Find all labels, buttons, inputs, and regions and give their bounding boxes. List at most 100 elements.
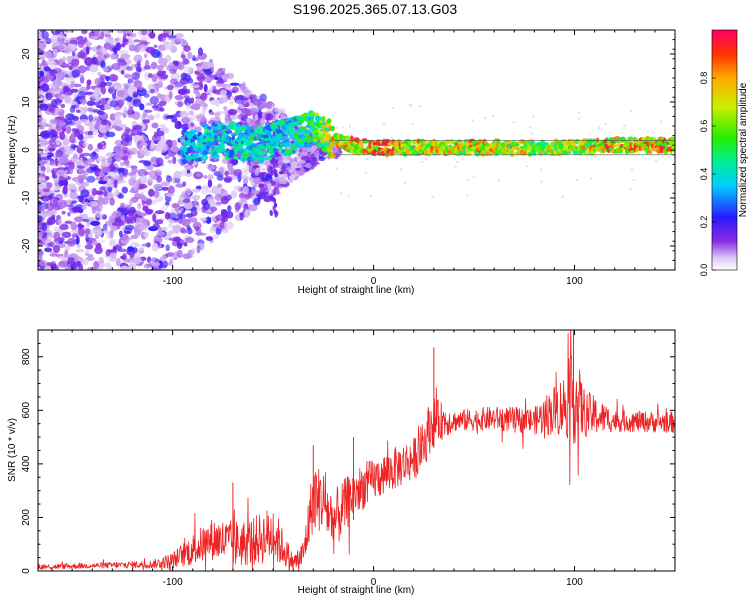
heatmap-cell xyxy=(122,237,133,241)
heatmap-cell xyxy=(107,249,117,253)
x-tick-label: 0 xyxy=(371,577,377,588)
heatmap-cell xyxy=(179,78,189,85)
heatmap-cell xyxy=(192,55,197,61)
heatmap-cell xyxy=(96,119,105,125)
heatmap-cell xyxy=(93,87,101,97)
heatmap-cell xyxy=(187,51,193,60)
heatmap-cell xyxy=(175,177,181,184)
y-tick-label: 0 xyxy=(21,147,32,153)
heatmap-cell xyxy=(255,167,266,171)
heatmap-cell xyxy=(41,31,49,40)
heatmap-cell xyxy=(89,152,99,160)
heatmap-cell xyxy=(310,162,320,165)
heatmap-cell xyxy=(133,136,139,144)
heatmap-cell xyxy=(176,249,183,259)
heatmap-cell xyxy=(123,30,132,35)
heatmap-cell xyxy=(167,185,175,195)
heatmap-cell xyxy=(58,58,64,66)
heatmap-cell xyxy=(105,127,113,131)
heatmap-cell xyxy=(249,128,256,134)
heatmap-cell xyxy=(132,91,139,98)
spectrogram-ylabel: Frequency (Hz) xyxy=(7,116,18,185)
heatmap-cell xyxy=(275,113,279,120)
heatmap-cell xyxy=(471,119,475,122)
heatmap-cell xyxy=(212,85,217,95)
heatmap-cell xyxy=(161,254,167,263)
heatmap-cell xyxy=(164,43,172,50)
heatmap-cell xyxy=(109,74,119,82)
heatmap-cell xyxy=(102,214,107,220)
heatmap-cell xyxy=(47,242,52,247)
heatmap-cell xyxy=(136,86,144,91)
heatmap-cell xyxy=(52,244,61,253)
heatmap-cell xyxy=(77,90,87,100)
heatmap-cell xyxy=(53,238,58,242)
heatmap-cell xyxy=(70,143,77,149)
heatmap-cell xyxy=(137,202,142,210)
heatmap-cell xyxy=(269,166,273,172)
heatmap-cell xyxy=(118,230,123,237)
heatmap-cell xyxy=(179,213,187,219)
heatmap-cell xyxy=(270,171,274,177)
heatmap-cell xyxy=(72,115,79,122)
heatmap-cell xyxy=(53,177,60,183)
heatmap-cell xyxy=(166,251,175,257)
heatmap-cell xyxy=(106,157,113,163)
heatmap-cell xyxy=(282,159,291,164)
heatmap-cell xyxy=(39,260,46,267)
heatmap-cell xyxy=(466,194,469,197)
heatmap-cell xyxy=(268,114,277,121)
heatmap-cell xyxy=(124,126,131,135)
heatmap-cell xyxy=(354,137,360,143)
heatmap-cell xyxy=(263,142,267,148)
heatmap-cell xyxy=(239,212,244,221)
heatmap-cell xyxy=(104,38,111,43)
heatmap-cell xyxy=(84,121,89,125)
heatmap-cell xyxy=(273,147,279,153)
heatmap-cell xyxy=(86,166,96,174)
heatmap-cell xyxy=(87,107,93,112)
y-tick-label: 20 xyxy=(21,48,32,60)
heatmap-cell xyxy=(251,94,257,101)
heatmap-cell xyxy=(76,147,83,154)
heatmap-cell xyxy=(148,30,153,33)
heatmap-cell xyxy=(209,206,218,212)
heatmap-cell xyxy=(150,261,160,267)
heatmap-cell xyxy=(104,34,112,38)
heatmap-cell xyxy=(423,140,427,146)
y-tick-label: -10 xyxy=(21,190,32,205)
heatmap-cell xyxy=(132,129,138,135)
heatmap-cell xyxy=(44,50,53,59)
heatmap-cell xyxy=(44,247,53,253)
heatmap-cell xyxy=(45,92,53,101)
heatmap-cell xyxy=(273,209,277,215)
heatmap-cell xyxy=(223,175,233,183)
heatmap-cell xyxy=(180,229,188,234)
heatmap-cell xyxy=(41,143,47,148)
heatmap-cell xyxy=(129,206,136,215)
heatmap-cell xyxy=(147,73,153,78)
heatmap-cell xyxy=(149,96,159,105)
heatmap-cell xyxy=(119,265,129,270)
heatmap-cell xyxy=(51,34,59,44)
heatmap-cell xyxy=(190,122,195,127)
heatmap-cell xyxy=(46,165,51,174)
heatmap-cell xyxy=(128,84,137,93)
heatmap-cell xyxy=(220,209,226,213)
heatmap-cell xyxy=(269,154,277,158)
heatmap-cell xyxy=(180,72,188,81)
heatmap-cell xyxy=(152,134,161,143)
heatmap-cell xyxy=(41,223,48,232)
heatmap-cell xyxy=(128,263,136,270)
heatmap-cell xyxy=(221,125,228,131)
heatmap-cell xyxy=(94,77,101,86)
heatmap-cell xyxy=(110,53,116,60)
heatmap-cell xyxy=(109,229,114,239)
heatmap-cell xyxy=(58,256,66,260)
heatmap-cell xyxy=(175,87,180,91)
colorbar-gradient xyxy=(711,29,738,271)
heatmap-cell xyxy=(40,165,46,172)
heatmap-cell xyxy=(88,233,93,238)
heatmap-cell xyxy=(38,249,45,257)
heatmap-cell xyxy=(207,189,214,193)
